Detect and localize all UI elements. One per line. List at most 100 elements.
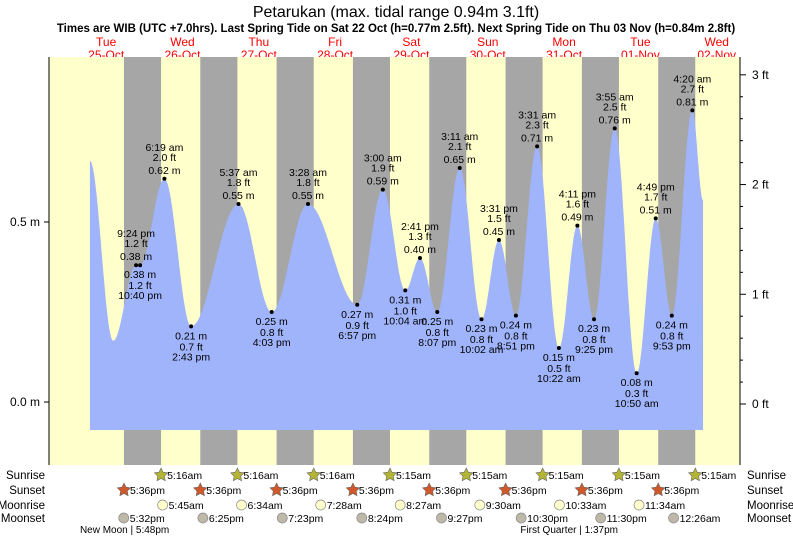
sunrise-icon [306,467,322,482]
sunset-time: 5:36pm [283,485,318,497]
sunset-icon [574,482,590,497]
sunset-icon [116,482,132,497]
moonset-time: 5:32pm [130,513,165,525]
tide-time-label: 3:11 am [441,131,478,143]
tide-m-label: 0.15 m [543,352,575,364]
tide-m-label: 0.76 m [599,114,631,126]
high-tide-point [417,256,422,260]
tide-time-label: 5:37 am [220,167,258,179]
low-tide-point [355,302,360,307]
tide-m-label: 0.25 m [421,316,453,328]
tide-ft-label: 1.2 ft [128,280,151,292]
tide-ft-label: 2.3 ft [525,119,548,131]
tide-ft-label: 1.2 ft [124,238,147,250]
tide-m-label: 0.59 m [367,176,399,188]
sunset-time: 5:36pm [435,485,470,497]
sunrise-time: 5:16am [243,470,278,482]
moonset-time: 12:26am [680,513,721,525]
sunrise-icon [153,467,169,482]
sunset-icon [421,482,437,497]
sunrise-time: 5:15am [701,470,736,482]
row-label-left: Moonset [1,513,46,525]
moonset-icon [276,512,288,524]
tide-ft-label: 1.3 ft [408,231,431,243]
day-label-dow: Tue [96,35,117,49]
low-tide-point [513,313,518,318]
moonset-time: 6:25pm [209,513,244,525]
tide-m-label: 0.38 m [124,269,156,281]
sunset-icon [498,482,513,497]
tide-ft-label: 2.1 ft [448,141,471,153]
moonrise-time: 8:27am [406,500,441,512]
left-axis-tick-label: 0.5 m [10,215,40,229]
tide-ft-label: 0.8 ft [260,327,283,339]
high-tide-point [535,144,540,149]
sunset-time: 5:36pm [130,485,165,497]
moonrise-time: 11:34am [645,500,685,512]
tide-time-label: 6:57 pm [338,330,376,342]
tide-time-label: 10:40 pm [118,290,162,302]
sunrise-time: 5:16am [320,470,355,482]
moonrise-time: 5:45am [169,500,204,512]
sunrise-time: 5:15am [396,470,431,482]
tide-ft-label: 0.8 ft [504,331,527,343]
moonset-time: 10:30pm [527,513,568,525]
tide-m-label: 0.55 m [222,190,254,202]
moonrise-icon [315,499,327,511]
tide-m-label: 0.49 m [561,212,593,224]
tide-time-label: 2:41 pm [401,221,439,233]
tide-ft-label: 0.5 ft [547,363,570,375]
sunset-time: 5:36pm [206,485,241,497]
sunrise-icon [611,467,627,482]
high-tide-point [380,187,385,192]
tide-m-label: 0.45 m [483,226,515,238]
moonset-icon [668,512,679,524]
low-tide-point [592,317,597,322]
chart-subtitle: Times are WIB (UTC +7.0hrs). Last Spring… [57,23,736,35]
tide-ft-label: 0.8 ft [426,327,449,339]
tide-time-label: 10:04 am [383,315,427,327]
day-label-dow: Sat [402,35,421,49]
row-label-left: Moonrise [0,500,45,512]
tide-m-label: 0.24 m [656,320,688,332]
sunrise-time: 5:15am [625,470,660,482]
tide-ft-label: 0.7 ft [179,341,202,353]
moonrise-icon [236,499,247,511]
row-label-right: Sunset [747,485,784,497]
high-tide-point [653,216,658,221]
tide-time-label: 9:24 pm [117,228,155,240]
tide-ft-label: 0.3 ft [625,388,648,400]
right-axis-tick-label: 0 ft [752,397,769,411]
sunset-icon [192,482,208,497]
moonrise-icon [633,499,645,511]
right-axis-tick-label: 2 ft [752,178,769,192]
day-label-dow: Wed [704,35,728,49]
tide-ft-label: 2.7 ft [681,83,704,95]
day-label-dow: Sun [477,35,498,49]
tide-time-label: 4:20 am [673,73,711,85]
moonset-icon [515,512,527,524]
tide-m-label: 0.21 m [175,330,207,342]
tide-time-label: 6:19 am [145,142,183,154]
day-label-dow: Fri [328,35,342,49]
sun-moon-events: Sunrise Sunrise Sunset Sunset Moonrise Moonri… [0,467,793,536]
tide-ft-label: 0.8 ft [660,331,683,343]
plot-layer [49,57,740,465]
tide-time-label: 3:31 pm [480,203,518,215]
sunrise-icon [230,467,245,482]
right-axis-tick-label: 3 ft [752,68,769,82]
low-tide-point [189,324,194,329]
moonrise-icon [394,499,406,511]
tide-time-label: 4:11 pm [559,189,596,201]
row-label-left: Sunrise [6,470,45,482]
tide-m-label: 0.25 m [256,316,288,328]
tide-time-label: 4:03 pm [253,337,291,349]
tide-ft-label: 1.5 ft [487,213,510,225]
tide-m-label: 0.23 m [465,323,497,335]
high-tide-point [305,202,310,206]
high-tide-point [134,263,139,268]
tide-ft-label: 2.5 ft [603,101,626,113]
low-tide-point [138,263,143,268]
tide-time-label: 8:51 pm [497,341,535,353]
